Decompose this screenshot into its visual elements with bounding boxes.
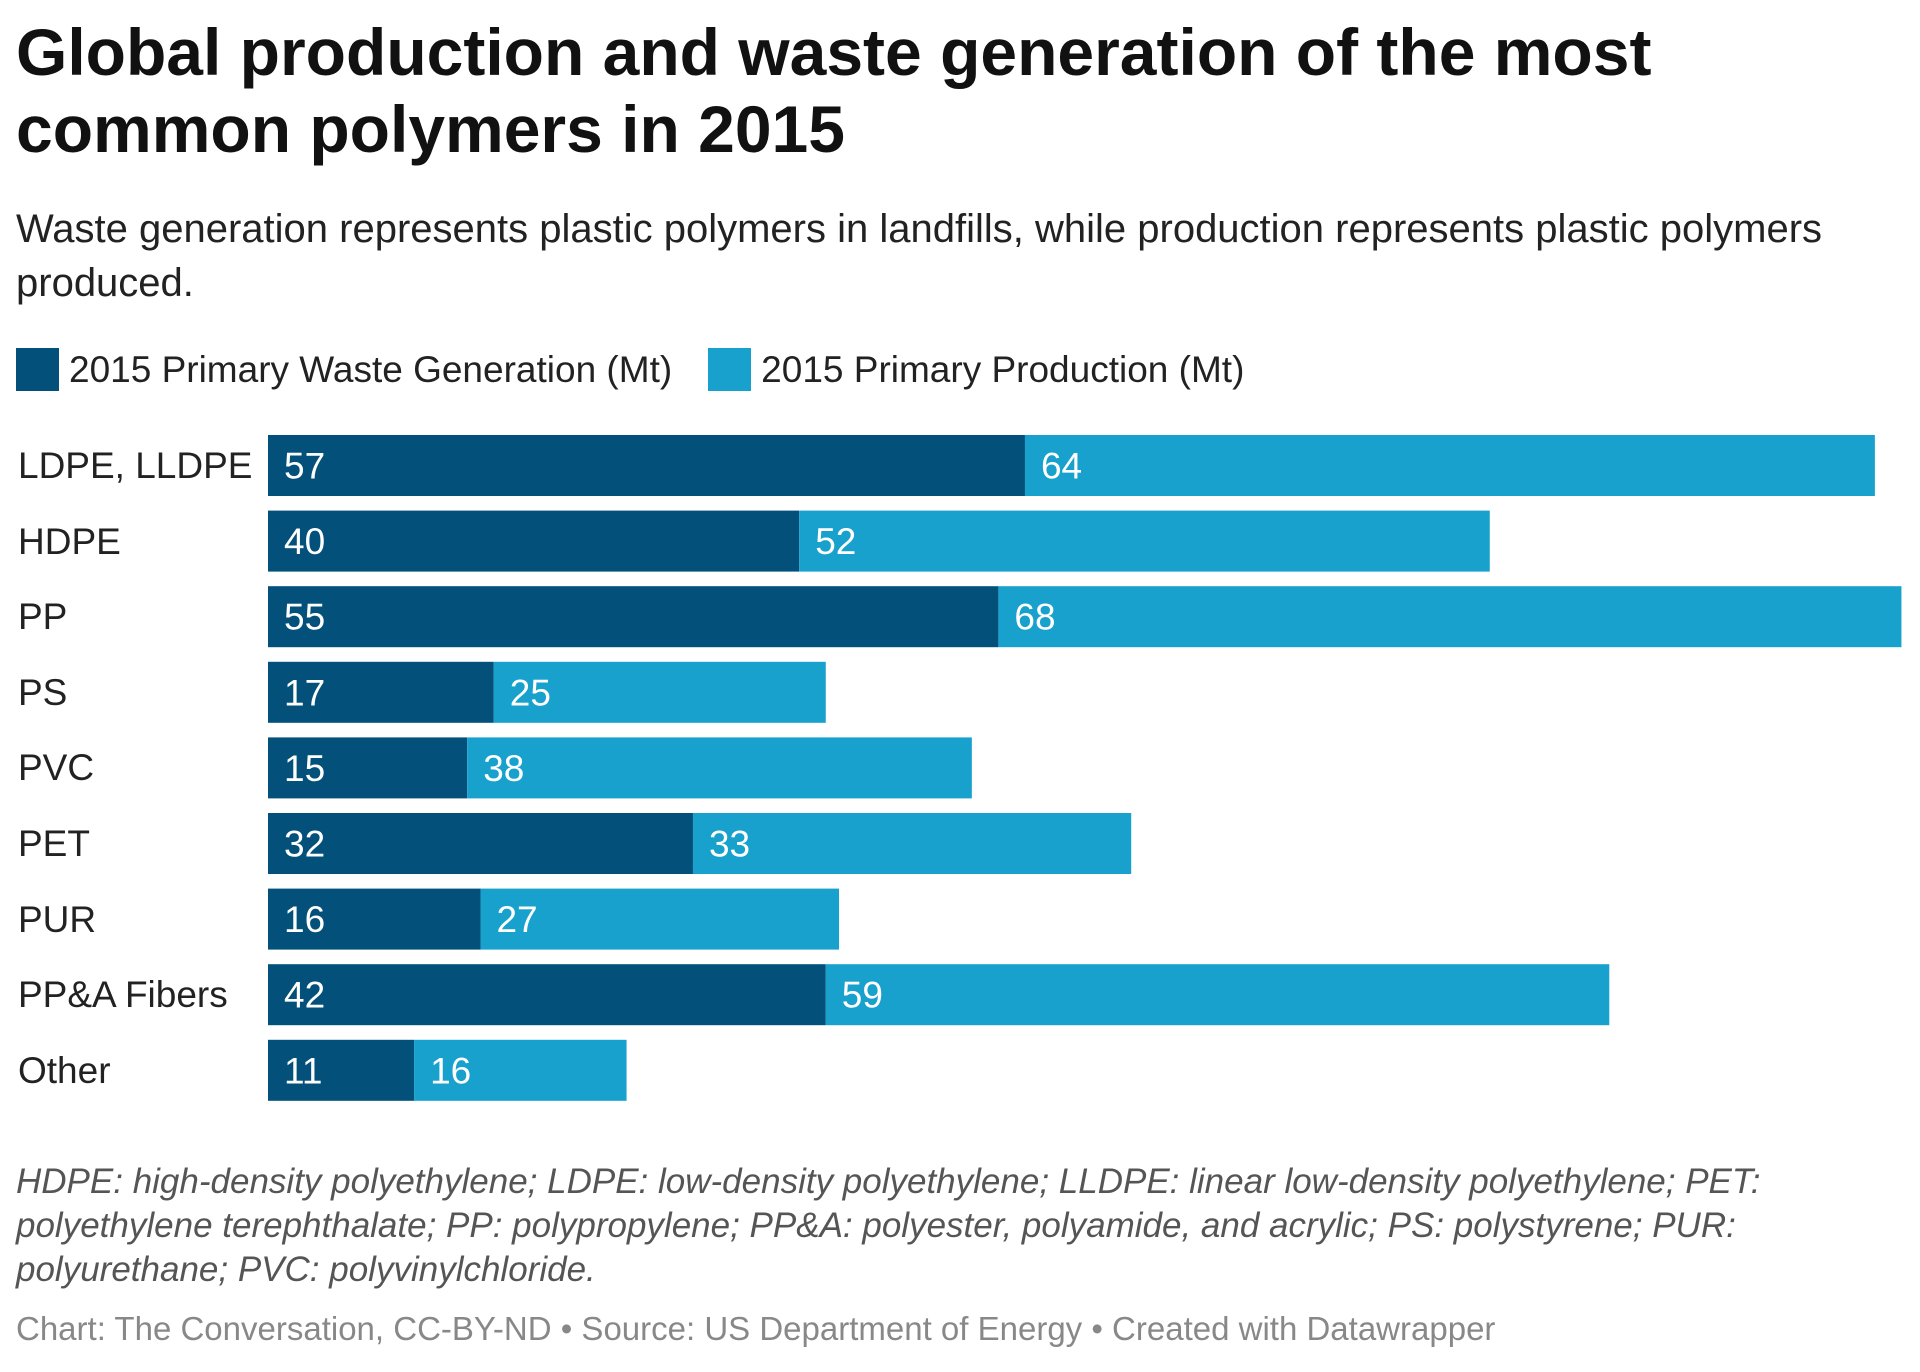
category-label: HDPE	[18, 520, 121, 562]
legend: 2015 Primary Waste Generation (Mt) 2015 …	[16, 348, 1280, 391]
data-label-production: 64	[1041, 446, 1082, 487]
bar-production	[799, 510, 1490, 572]
bar-waste	[268, 813, 693, 874]
data-label-production: 38	[483, 748, 524, 789]
category-label: PVC	[18, 747, 95, 789]
data-label-waste: 16	[284, 899, 325, 940]
legend-swatch-waste	[16, 348, 59, 391]
bar-waste	[268, 1039, 415, 1101]
bar-production	[1024, 435, 1875, 496]
category-label: Other	[18, 1049, 111, 1091]
chart-notes: HDPE: high-density polyethylene; LDPE: l…	[16, 1162, 1761, 1289]
bar-production	[998, 586, 1902, 648]
bar-production	[467, 737, 972, 799]
legend-swatch-production	[708, 348, 752, 391]
bar-waste	[268, 888, 481, 950]
data-label-production: 33	[709, 824, 750, 865]
bar-production	[414, 1039, 627, 1101]
data-label-production: 52	[815, 521, 856, 562]
data-label-production: 59	[842, 975, 883, 1016]
data-label-production: 25	[510, 672, 551, 713]
bar-waste	[268, 586, 999, 648]
data-label-production: 16	[430, 1050, 471, 1091]
data-label-waste: 17	[284, 672, 325, 713]
legend-item-waste: 2015 Primary Waste Generation (Mt)	[16, 348, 672, 391]
bar-waste	[268, 510, 800, 572]
data-label-production: 27	[496, 899, 537, 940]
bar-production	[493, 661, 826, 723]
data-label-production: 68	[1014, 597, 1055, 638]
legend-label-waste: 2015 Primary Waste Generation (Mt)	[69, 348, 673, 390]
bar-waste	[268, 964, 826, 1026]
category-label: PET	[18, 823, 90, 864]
data-label-waste: 57	[284, 446, 325, 487]
bar-production	[825, 964, 1610, 1026]
category-label: PS	[18, 671, 68, 713]
chart-footer: Chart: The Conversation, CC-BY-ND • Sour…	[16, 1310, 1496, 1347]
data-label-waste: 11	[284, 1050, 322, 1091]
data-label-waste: 42	[284, 975, 325, 1016]
data-label-waste: 55	[284, 597, 325, 638]
category-label: LDPE, LLDPE	[18, 445, 253, 486]
bar-production	[480, 888, 840, 950]
bar-waste	[268, 737, 468, 799]
category-label: PUR	[18, 898, 97, 940]
chart-title: Global production and waste generation o…	[16, 15, 1652, 166]
chart-subtitle: Waste generation represents plastic poly…	[16, 207, 1823, 305]
bar-waste	[268, 661, 494, 723]
data-label-waste: 32	[284, 824, 325, 865]
bar-production	[692, 813, 1132, 874]
data-label-waste: 40	[284, 521, 325, 562]
category-label: PP	[18, 596, 68, 638]
category-label: PP&A Fibers	[18, 974, 228, 1016]
legend-label-production: 2015 Primary Production (Mt)	[761, 348, 1245, 390]
legend-item-production: 2015 Primary Production (Mt)	[708, 348, 1244, 391]
data-label-waste: 15	[284, 748, 325, 789]
bar-waste	[268, 435, 1025, 496]
